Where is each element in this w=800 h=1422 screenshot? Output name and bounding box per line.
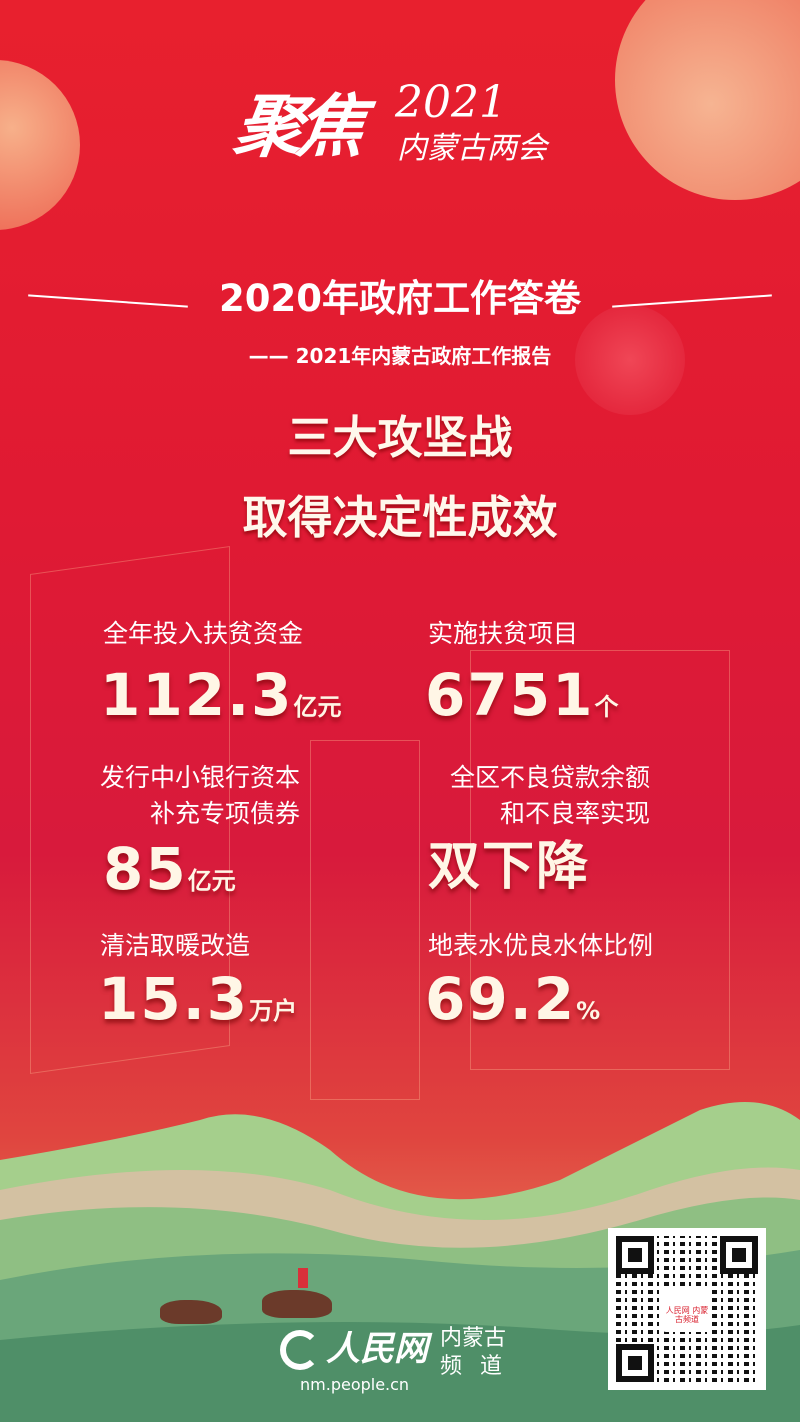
decor-circle <box>0 60 80 230</box>
brand-name: 人民网 <box>326 1329 428 1369</box>
qr-finder <box>616 1236 654 1274</box>
page-title: 2020年政府工作答卷 <box>219 277 581 320</box>
stat-label: 补充专项债券 <box>149 799 300 828</box>
headline-line-1: 三大攻坚战 <box>287 411 513 464</box>
hills-landscape <box>0 1102 800 1422</box>
stat-label: 清洁取暖改造 <box>100 931 251 960</box>
stat-value: 69.2% <box>425 965 601 1033</box>
headline-line-2: 取得决定性成效 <box>242 491 558 544</box>
stat-value: 85亿元 <box>103 835 236 903</box>
logo-subtitle: 内蒙古两会 <box>397 131 547 166</box>
qr-logo: 人民网 内蒙古频道 <box>662 1286 712 1332</box>
qr-code[interactable]: 人民网 内蒙古频道 <box>608 1228 766 1390</box>
building-outline <box>470 650 730 1070</box>
brand-channel: 频道 <box>440 1354 521 1379</box>
logo-text: 聚焦 <box>229 87 365 167</box>
stat-label: 地表水优良水体比例 <box>428 931 654 960</box>
stat-value: 112.3亿元 <box>100 661 342 729</box>
stat-value: 15.3万户 <box>98 965 298 1033</box>
stat-label: 实施扶贫项目 <box>428 619 579 648</box>
stat-label: 和不良率实现 <box>499 799 650 828</box>
decor-circle <box>615 0 800 200</box>
qr-finder <box>616 1344 654 1382</box>
stat-label: 发行中小银行资本 <box>99 763 300 792</box>
logo-year: 2021 <box>395 77 507 128</box>
brand-url[interactable]: nm.people.cn <box>300 1375 410 1394</box>
people-logo-icon <box>280 1330 320 1370</box>
stat-label: 全区不良贷款余额 <box>449 763 650 792</box>
stat-value: 双下降 <box>428 837 591 897</box>
stat-value: 6751个 <box>425 661 619 729</box>
decor-circle <box>575 305 685 415</box>
stat-label: 全年投入扶贫资金 <box>103 619 304 648</box>
qr-finder <box>720 1236 758 1274</box>
horse-rider <box>262 1290 332 1318</box>
building-outline <box>310 740 420 1100</box>
rider <box>298 1268 308 1288</box>
page-subtitle: —— 2021年内蒙古政府工作报告 <box>248 344 552 368</box>
horse-rider <box>160 1300 222 1324</box>
brand-channel: 内蒙古 <box>440 1326 507 1351</box>
event-logo: 聚焦 2021 内蒙古两会 <box>229 77 575 188</box>
